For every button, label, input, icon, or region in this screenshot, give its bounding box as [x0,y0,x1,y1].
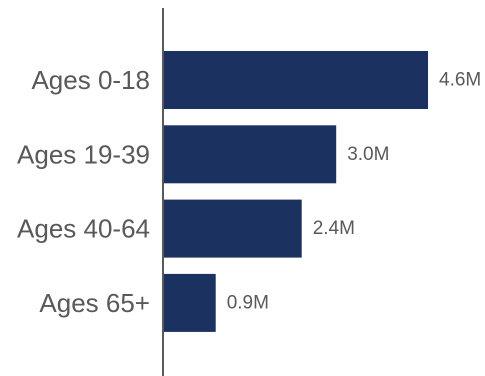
bar-ages-65- [164,273,216,332]
category-label: Ages 0-18 [31,65,150,95]
value-label: 0.9M [227,292,269,313]
bars-group [164,51,428,332]
bar-ages-0-18 [164,51,428,109]
category-label: Ages 65+ [39,288,150,318]
value-labels-group: 4.6M 3.0M 2.4M 0.9M [227,70,482,314]
category-label: Ages 40-64 [17,214,150,244]
category-label: Ages 19-39 [17,139,150,169]
value-label: 4.6M [439,70,481,91]
bar-ages-40-64 [164,199,302,258]
category-labels-group: Ages 0-18 Ages 19-39 Ages 40-64 Ages 65+ [17,65,150,318]
value-label: 3.0M [347,144,389,165]
value-label: 2.4M [313,218,355,239]
bar-ages-19-39 [164,125,337,184]
